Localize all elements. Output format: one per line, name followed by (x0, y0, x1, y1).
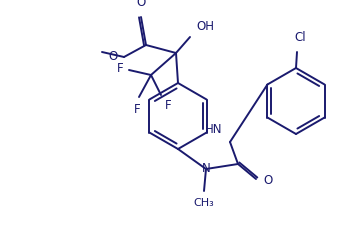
Text: F: F (134, 103, 140, 116)
Text: O: O (136, 0, 146, 9)
Text: F: F (117, 61, 124, 75)
Text: Cl: Cl (294, 31, 306, 44)
Text: O: O (109, 51, 118, 64)
Text: O: O (263, 174, 272, 188)
Text: HN: HN (204, 123, 222, 136)
Text: OH: OH (196, 20, 214, 33)
Text: CH₃: CH₃ (194, 198, 214, 208)
Text: F: F (165, 99, 171, 112)
Text: N: N (202, 162, 211, 176)
